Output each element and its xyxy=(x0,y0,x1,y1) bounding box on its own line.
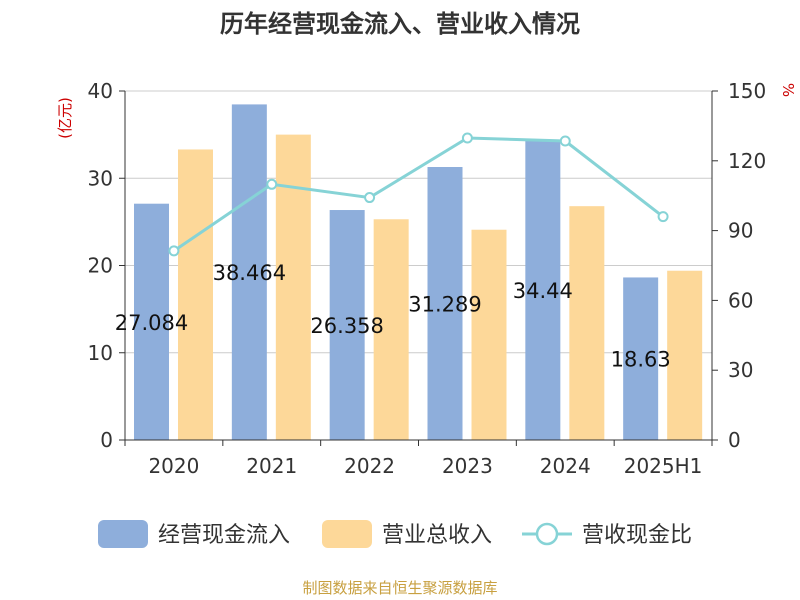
legend-label-revenue: 营业总收入 xyxy=(382,523,492,548)
source-note: 制图数据来自恒生聚源数据库 xyxy=(302,579,497,597)
legend-swatch-revenue xyxy=(322,520,372,548)
left-tick-label: 10 xyxy=(88,341,113,365)
left-tick-label: 20 xyxy=(88,254,113,278)
data-label: 27.084 xyxy=(115,311,188,335)
left-tick-label: 0 xyxy=(100,428,113,452)
right-tick-label: 120 xyxy=(728,149,766,173)
data-label: 26.358 xyxy=(310,314,383,338)
legend-label-cash-inflow: 经营现金流入 xyxy=(158,523,290,548)
left-tick-label: 30 xyxy=(88,166,113,190)
bars xyxy=(134,104,703,441)
right-tick-label: 90 xyxy=(728,219,753,243)
data-label: 31.289 xyxy=(408,293,481,317)
x-tick-label: 2021 xyxy=(246,454,297,478)
bar-revenue xyxy=(373,219,409,440)
bar-revenue xyxy=(471,229,507,440)
bar-revenue xyxy=(667,270,703,440)
bar-cash-inflow xyxy=(427,167,463,440)
right-tick-label: 60 xyxy=(728,288,753,312)
legend-label-ratio: 营收现金比 xyxy=(582,523,692,548)
bar-cash-inflow xyxy=(231,104,267,440)
x-tick-label: 2020 xyxy=(148,454,199,478)
legend: 经营现金流入 营业总收入 营收现金比 xyxy=(98,520,692,548)
bar-revenue xyxy=(178,149,213,440)
chart-title: 历年经营现金流入、营业收入情况 xyxy=(220,10,580,38)
x-tick-label: 2022 xyxy=(344,454,395,478)
x-tick-label: 2025H1 xyxy=(624,454,703,478)
line-point xyxy=(266,178,278,190)
bar-cash-inflow xyxy=(329,210,365,440)
x-tick-label: 2024 xyxy=(540,454,591,478)
left-axis-label: (亿元) xyxy=(56,97,74,139)
legend-swatch-cash-inflow xyxy=(98,520,148,548)
data-labels: 27.084 38.464 26.358 31.289 34.44 18.63 xyxy=(115,261,671,372)
axes: 0 10 20 30 40 0 30 60 90 120 150 2020 2021 2022 2023 20… xyxy=(88,79,767,478)
data-label: 18.63 xyxy=(611,348,671,372)
line-point xyxy=(168,245,180,257)
right-tick-label: 30 xyxy=(728,358,753,382)
line-point xyxy=(559,135,571,147)
right-tick-label: 150 xyxy=(728,79,766,103)
line-point xyxy=(364,192,376,204)
data-label: 34.44 xyxy=(513,279,573,303)
bar-cash-inflow xyxy=(623,277,659,440)
line-cash-ratio xyxy=(173,136,665,253)
grid xyxy=(125,90,712,354)
line-point xyxy=(657,211,669,223)
right-axis-label: % xyxy=(779,83,797,97)
bar-revenue xyxy=(569,206,605,440)
left-tick-label: 40 xyxy=(88,79,113,103)
line-point xyxy=(461,132,473,144)
x-tick-label: 2023 xyxy=(442,454,493,478)
bar-revenue xyxy=(275,134,311,440)
data-label: 38.464 xyxy=(213,261,286,285)
bar-cash-inflow xyxy=(525,139,561,441)
line-series xyxy=(168,132,669,257)
bar-cash-inflow xyxy=(134,203,169,440)
legend-swatch-marker xyxy=(535,522,559,546)
right-tick-label: 0 xyxy=(728,428,741,452)
